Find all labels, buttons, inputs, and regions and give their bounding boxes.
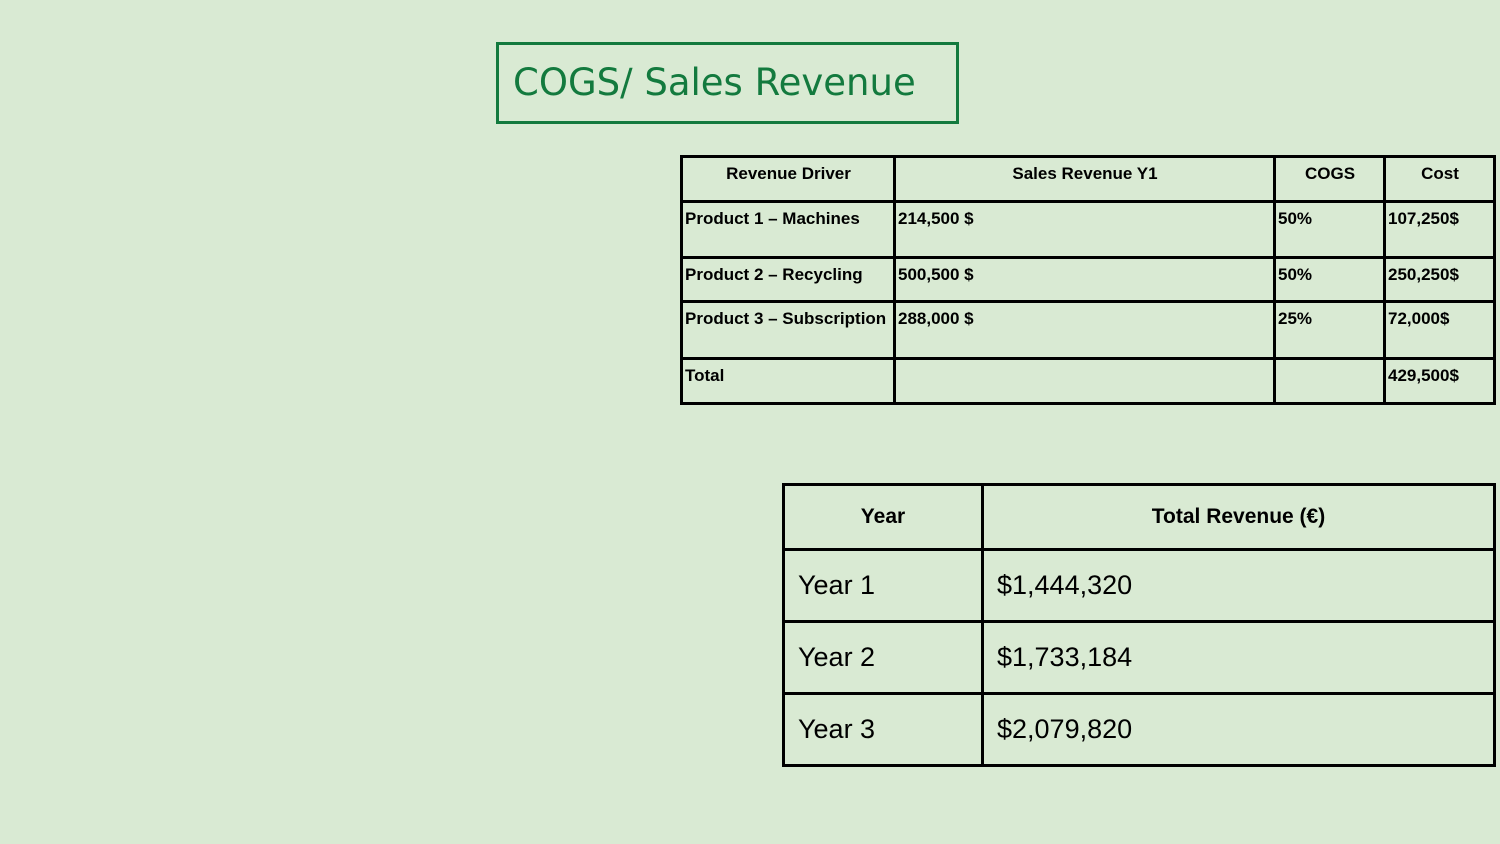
header-year: Year (782, 483, 984, 551)
cell-driver: Product 2 – Recycling (680, 256, 896, 303)
cell-cogs: 50% (1273, 200, 1386, 259)
revenue-table-header-row: Year Total Revenue (€) (782, 483, 1496, 551)
cogs-table: Revenue Driver Sales Revenue Y1 COGS Cos… (680, 155, 1496, 405)
cell-year: Year 2 (782, 620, 984, 695)
cell-revenue: 288,000 $ (893, 300, 1276, 360)
header-sales-revenue-y1: Sales Revenue Y1 (893, 155, 1276, 203)
page-title: COGS/ Sales Revenue (513, 61, 916, 104)
cell-driver: Product 1 – Machines (680, 200, 896, 259)
cell-total: $1,733,184 (981, 620, 1496, 695)
cell-revenue: 500,500 $ (893, 256, 1276, 303)
table-row: Product 2 – Recycling 500,500 $ 50% 250,… (680, 256, 1496, 303)
cell-cost: 72,000$ (1383, 300, 1496, 360)
cogs-table-header-row: Revenue Driver Sales Revenue Y1 COGS Cos… (680, 155, 1496, 203)
cell-total: $1,444,320 (981, 548, 1496, 623)
cell-year: Year 1 (782, 548, 984, 623)
cell-cost: 429,500$ (1383, 357, 1496, 405)
header-revenue-driver: Revenue Driver (680, 155, 896, 203)
cell-cogs: 25% (1273, 300, 1386, 360)
header-cost: Cost (1383, 155, 1496, 203)
title-box: COGS/ Sales Revenue (496, 42, 959, 124)
cell-revenue: 214,500 $ (893, 200, 1276, 259)
table-row: Product 3 – Subscription 288,000 $ 25% 7… (680, 300, 1496, 360)
table-row: Product 1 – Machines 214,500 $ 50% 107,2… (680, 200, 1496, 259)
cell-cost: 107,250$ (1383, 200, 1496, 259)
header-total-revenue: Total Revenue (€) (981, 483, 1496, 551)
cell-driver: Total (680, 357, 896, 405)
cell-cost: 250,250$ (1383, 256, 1496, 303)
cell-total: $2,079,820 (981, 692, 1496, 767)
header-cogs: COGS (1273, 155, 1386, 203)
cell-revenue (893, 357, 1276, 405)
table-row: Year 2 $1,733,184 (782, 620, 1496, 695)
cell-cogs (1273, 357, 1386, 405)
cell-cogs: 50% (1273, 256, 1386, 303)
table-row-total: Total 429,500$ (680, 357, 1496, 405)
cell-driver: Product 3 – Subscription (680, 300, 896, 360)
table-row: Year 3 $2,079,820 (782, 692, 1496, 767)
table-row: Year 1 $1,444,320 (782, 548, 1496, 623)
cell-year: Year 3 (782, 692, 984, 767)
total-revenue-table: Year Total Revenue (€) Year 1 $1,444,320… (782, 483, 1496, 767)
